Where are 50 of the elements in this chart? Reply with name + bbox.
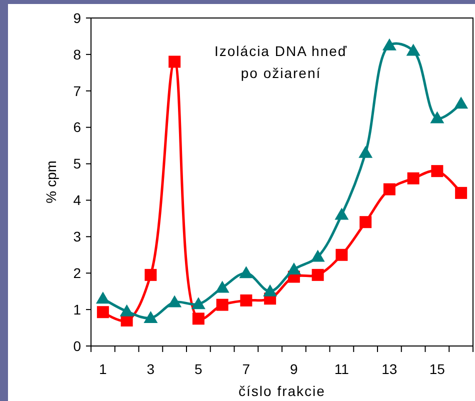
- point: [96, 306, 109, 318]
- point: [192, 312, 204, 325]
- point: [239, 266, 254, 278]
- x-tick-label: 5: [194, 361, 203, 377]
- point: [312, 268, 324, 281]
- point: [358, 146, 373, 158]
- point: [454, 96, 468, 109]
- point: [144, 268, 157, 281]
- point: [383, 183, 396, 196]
- y-tick-label: 3: [73, 228, 82, 245]
- y-tick-label: 1: [73, 301, 82, 318]
- point: [334, 208, 349, 220]
- point: [430, 111, 444, 124]
- point: [310, 250, 325, 262]
- x-tick-label: 7: [242, 361, 250, 377]
- x-tick-label: 15: [429, 361, 446, 377]
- point: [263, 284, 278, 296]
- y-tick-label: 9: [73, 10, 82, 26]
- x-axis-title: číslo frakcie: [238, 383, 326, 399]
- point: [168, 56, 181, 68]
- point: [286, 262, 301, 274]
- x-tick-label: 13: [382, 361, 398, 377]
- y-axis-title: % cpm: [43, 160, 59, 204]
- y-tick-label: 7: [73, 82, 82, 99]
- point: [216, 298, 228, 311]
- y-tick-label: 5: [73, 156, 82, 172]
- point: [191, 297, 206, 310]
- x-tick-label: 3: [146, 361, 155, 377]
- point: [360, 216, 372, 228]
- y-tick-label: 2: [73, 265, 82, 282]
- point: [382, 38, 396, 50]
- y-tick-label: 6: [73, 119, 82, 136]
- point: [144, 310, 158, 323]
- point: [120, 304, 134, 316]
- point: [96, 292, 110, 304]
- point: [215, 280, 230, 293]
- point: [407, 172, 420, 184]
- x-tick-label: 1: [99, 361, 108, 377]
- x-tick-label: 11: [334, 361, 350, 377]
- point: [336, 248, 348, 261]
- point: [406, 44, 420, 56]
- y-tick-label: 4: [73, 192, 82, 208]
- y-tick-label: 8: [73, 46, 82, 62]
- y-tick-label: 0: [73, 338, 82, 354]
- point: [431, 165, 444, 178]
- point: [455, 186, 468, 199]
- text: Izolácia DNA hneď po ožiarení: [214, 43, 348, 81]
- point: [168, 295, 182, 308]
- point: [240, 294, 252, 306]
- x-tick-label: 9: [290, 361, 298, 377]
